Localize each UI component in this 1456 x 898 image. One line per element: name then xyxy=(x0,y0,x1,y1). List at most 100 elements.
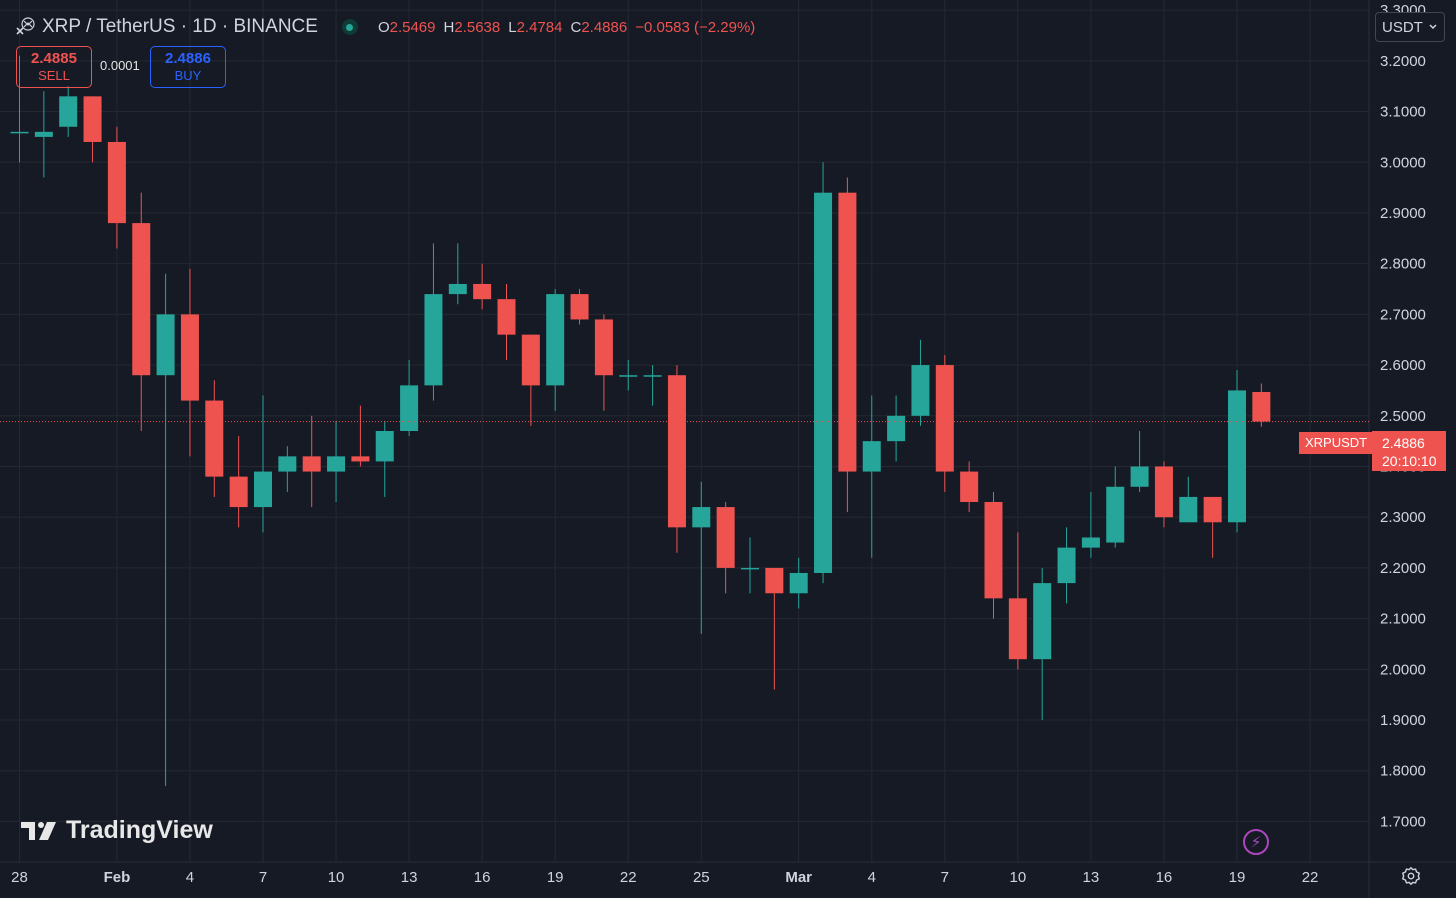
y-tick-label: 3.1000 xyxy=(1380,104,1426,121)
x-tick-label: 16 xyxy=(474,869,491,886)
candle xyxy=(107,126,126,249)
candle-body xyxy=(83,96,102,142)
candle xyxy=(935,354,954,492)
candle-body xyxy=(716,507,735,568)
buy-label: BUY xyxy=(174,68,202,83)
x-tick-label: 13 xyxy=(401,869,418,886)
candle xyxy=(180,268,199,457)
x-tick-label: 25 xyxy=(693,869,710,886)
x-tick-label: 28 xyxy=(11,869,28,886)
time-axis[interactable]: 28 Feb 4 7 10 13 16 19 22 25 Mar 4 7 10 13 16 19 22 xyxy=(11,869,1318,886)
ohlc-change: −0.0583 (−2.29%) xyxy=(635,18,756,36)
candle xyxy=(1154,461,1173,528)
x-tick-label: 10 xyxy=(328,869,345,886)
candle-body xyxy=(1203,496,1222,523)
symbol-title[interactable]: XRP / TetherUS · 1D · BINANCE xyxy=(42,16,318,37)
candle-body xyxy=(132,223,151,376)
candle xyxy=(960,461,979,513)
gear-icon[interactable] xyxy=(1400,865,1422,887)
candle-body xyxy=(1008,598,1027,660)
candle-body xyxy=(643,375,662,377)
candle xyxy=(1008,532,1027,670)
currency-select[interactable]: USDT xyxy=(1375,12,1445,42)
candle-body xyxy=(34,131,53,137)
candle xyxy=(1228,370,1246,533)
y-tick-label: 2.3000 xyxy=(1380,509,1426,526)
candle-body xyxy=(400,385,419,431)
x-tick-label: 7 xyxy=(259,869,267,886)
candle-body xyxy=(619,375,638,377)
y-tick-label: 2.7000 xyxy=(1380,306,1426,323)
candle xyxy=(862,395,881,558)
candle xyxy=(667,365,686,553)
candle-body xyxy=(692,507,711,528)
candle xyxy=(984,491,1003,619)
candle xyxy=(34,91,53,178)
candle-body xyxy=(1179,496,1198,523)
candle-body xyxy=(1081,537,1100,548)
buy-button[interactable]: 2.4886 BUY xyxy=(150,46,226,88)
candle-body xyxy=(1154,466,1173,518)
x-tick-label: 7 xyxy=(941,869,949,886)
candle xyxy=(132,192,151,431)
candle xyxy=(400,360,419,437)
candle-body xyxy=(1057,547,1076,584)
y-tick-label: 2.5000 xyxy=(1380,408,1426,425)
y-tick-label: 1.8000 xyxy=(1380,763,1426,780)
candle xyxy=(156,273,175,786)
x-tick-label: 16 xyxy=(1156,869,1173,886)
price-axis[interactable]: 1.7000 1.8000 1.9000 2.0000 2.1000 2.2000 2.30… xyxy=(1380,2,1426,830)
ohlc-legend: O2.5469 H2.5638 L2.4784 C2.4886 −0.0583 … xyxy=(378,19,755,36)
market-status-icon[interactable] xyxy=(341,19,358,35)
candle-body xyxy=(473,283,492,300)
currency-value: USDT xyxy=(1382,18,1423,36)
candle-body xyxy=(521,334,540,386)
candle-body xyxy=(156,314,175,376)
y-tick-label: 2.1000 xyxy=(1380,611,1426,628)
candle xyxy=(83,96,102,163)
watermark-text: TradingView xyxy=(66,816,213,844)
last-price-tag: 2.4886 20:10:10 xyxy=(1372,431,1446,471)
x-tick-label: 4 xyxy=(868,869,876,886)
candle xyxy=(1081,491,1100,558)
candle-body xyxy=(448,283,467,295)
candle xyxy=(838,177,857,513)
candle xyxy=(278,446,297,492)
candle xyxy=(1130,431,1149,492)
lightning-icon[interactable]: ⚡ xyxy=(1243,829,1269,855)
x-tick-label: 10 xyxy=(1010,869,1027,886)
candle-body xyxy=(911,365,930,416)
candle xyxy=(205,380,224,497)
candle-body xyxy=(667,375,686,528)
candle-body xyxy=(960,471,979,502)
candle xyxy=(1203,496,1222,558)
candle xyxy=(229,436,248,528)
candle xyxy=(254,395,272,533)
sell-label: SELL xyxy=(38,68,70,83)
x-tick-label: 22 xyxy=(620,869,637,886)
candle-body xyxy=(254,471,272,508)
candle xyxy=(59,86,78,137)
y-tick-label: 3.2000 xyxy=(1380,53,1426,70)
candle xyxy=(375,420,394,497)
ohlc-low: L2.4784 xyxy=(508,18,563,36)
candle xyxy=(570,289,589,325)
chart-header: XRP / TetherUS · 1D · BINANCE O2.5469 H2… xyxy=(14,14,755,40)
candle-body xyxy=(59,96,78,127)
x-tick-label: Mar xyxy=(785,869,812,886)
candle xyxy=(546,289,565,411)
candle-body xyxy=(302,456,321,472)
x-tick-label: Feb xyxy=(104,869,131,886)
candle xyxy=(521,334,540,426)
last-price-symbol-tag: XRPUSDT xyxy=(1299,432,1374,454)
sell-button[interactable]: 2.4885 SELL xyxy=(16,46,92,88)
x-tick-label: 4 xyxy=(186,869,194,886)
y-tick-label: 3.0000 xyxy=(1380,154,1426,171)
candle xyxy=(887,395,906,462)
candle-body xyxy=(1033,583,1052,660)
candle-body xyxy=(741,567,759,570)
candle-body xyxy=(1106,486,1125,543)
candle xyxy=(716,501,735,594)
y-tick-label: 2.9000 xyxy=(1380,205,1426,222)
